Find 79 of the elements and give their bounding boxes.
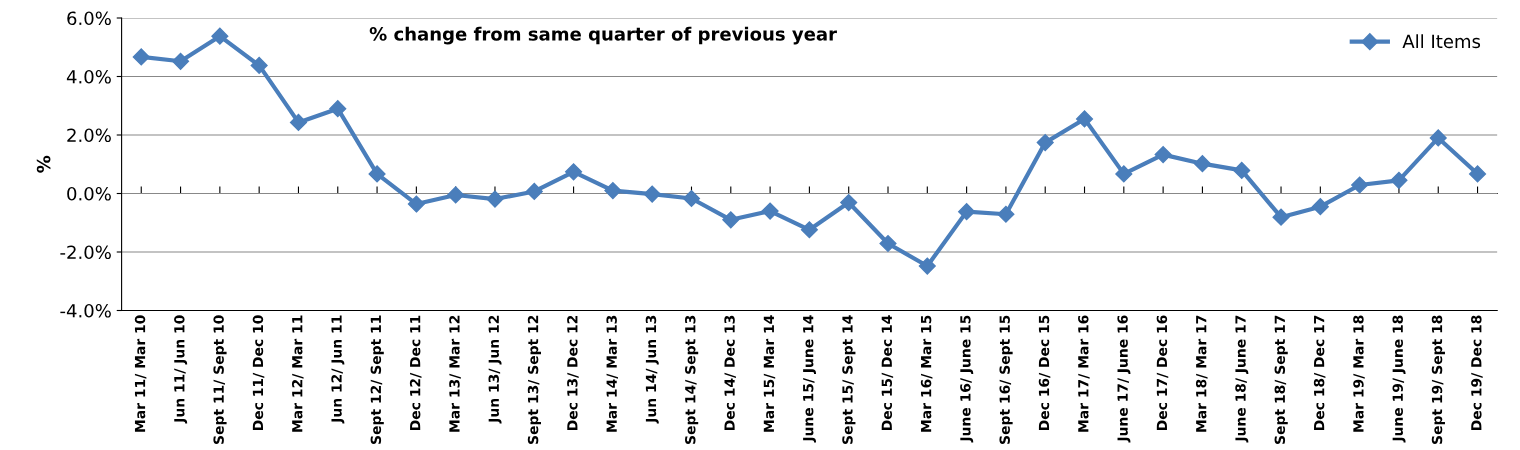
x-tick-label: Sept 11/ Sept 10 [213, 315, 227, 444]
x-tick-label: Jun 14/ Jun 13 [645, 315, 659, 424]
point [1351, 176, 1369, 194]
point [368, 165, 386, 183]
point [682, 189, 701, 208]
point [1468, 165, 1487, 183]
x-tick-label: Sept 15/ Sept 14 [842, 315, 856, 444]
x-tick-label: June 15/ June 14 [803, 315, 817, 443]
y-tick-label: 6.0% [67, 11, 111, 26]
x-tick-label: Jun 12/ Jun 11 [331, 315, 345, 424]
point [1429, 129, 1447, 147]
y-tick-label: -4.0% [60, 303, 111, 318]
x-tick-label: Mar 18/ Mar 17 [1195, 315, 1208, 432]
x-tick-label: Dec 19/ Dec 18 [1471, 315, 1483, 430]
point [879, 234, 897, 253]
x-tick-label: Mar 17/ Mar 16 [1078, 315, 1090, 432]
point [1233, 161, 1251, 179]
point [1075, 110, 1094, 128]
x-tick-label: Jun 11/ Jun 10 [174, 315, 188, 424]
point [486, 190, 504, 208]
x-tick-label: June 17/ June 16 [1117, 315, 1131, 443]
x-tick-label: Sept 12/ Sept 11 [370, 315, 384, 444]
point [525, 182, 543, 201]
point [250, 56, 268, 74]
x-tick-label: Sept 19/ Sept 18 [1431, 315, 1445, 444]
y-tick-label: 0.0% [67, 186, 111, 201]
y-tick-label: -2.0% [60, 245, 111, 260]
legend-label: All Items [1402, 34, 1481, 49]
x-tick-label: Sept 13/ Sept 12 [527, 315, 541, 444]
x-tick-label: Mar 15/ Mar 14 [763, 315, 776, 432]
point [840, 194, 858, 212]
point [1311, 198, 1329, 216]
point [1390, 171, 1408, 189]
x-tick-label: Dec 11/ Dec 10 [252, 315, 265, 430]
point [722, 211, 740, 229]
point [958, 203, 976, 221]
point [447, 186, 465, 204]
x-tick-label: Mar 13/ Mar 12 [449, 315, 461, 432]
point [604, 182, 622, 200]
point [172, 52, 190, 70]
y-axis-title: % [36, 155, 51, 173]
point [1193, 155, 1211, 173]
point [1154, 146, 1172, 164]
x-tick-label: Dec 12/ Dec 11 [409, 315, 422, 430]
x-tick-label: Dec 16/ Dec 15 [1038, 315, 1051, 430]
x-tick-label: Dec 14/ Dec 13 [724, 315, 736, 430]
point [1036, 134, 1054, 152]
point [289, 113, 308, 131]
point [997, 205, 1015, 223]
x-tick-label: Dec 13/ Dec 12 [567, 315, 579, 430]
x-tick-label: Dec 17/ Dec 16 [1156, 315, 1169, 430]
point [565, 163, 583, 181]
x-tick-label: Mar 12/ Mar 11 [291, 315, 304, 432]
point [918, 257, 936, 275]
y-tick-label: 2.0% [67, 128, 111, 143]
x-tick-label: Mar 14/ Mar 13 [606, 315, 619, 432]
chart-title: % change from same quarter of previous year [369, 26, 837, 45]
x-tick-label: Dec 15/ Dec 14 [881, 315, 894, 430]
x-tick-label: Dec 18/ Dec 17 [1313, 315, 1326, 430]
point [132, 48, 150, 66]
point [211, 27, 229, 45]
x-tick-label: Sept 16/ Sept 15 [999, 315, 1013, 444]
x-tick-label: Sept 14/ Sept 13 [685, 315, 699, 444]
point [1115, 165, 1133, 183]
point [329, 100, 347, 118]
x-tick-label: June 16/ June 15 [960, 315, 974, 443]
point [407, 195, 425, 213]
point [761, 202, 779, 220]
x-tick-label: Jun 13/ Jun 12 [488, 315, 502, 424]
x-tick-label: Sept 18/ Sept 17 [1274, 315, 1288, 444]
point [800, 221, 818, 239]
x-tick-label: June 18/ June 17 [1235, 315, 1249, 443]
x-tick-label: June 19/ June 18 [1392, 315, 1406, 443]
point [643, 185, 661, 203]
x-tick-label: Mar 16/ Mar 15 [920, 315, 933, 432]
x-tick-label: Mar 19/ Mar 18 [1353, 315, 1365, 432]
point [1272, 208, 1290, 226]
x-tick-label: Mar 11/ Mar 10 [134, 315, 147, 432]
y-tick-label: 4.0% [66, 69, 111, 84]
